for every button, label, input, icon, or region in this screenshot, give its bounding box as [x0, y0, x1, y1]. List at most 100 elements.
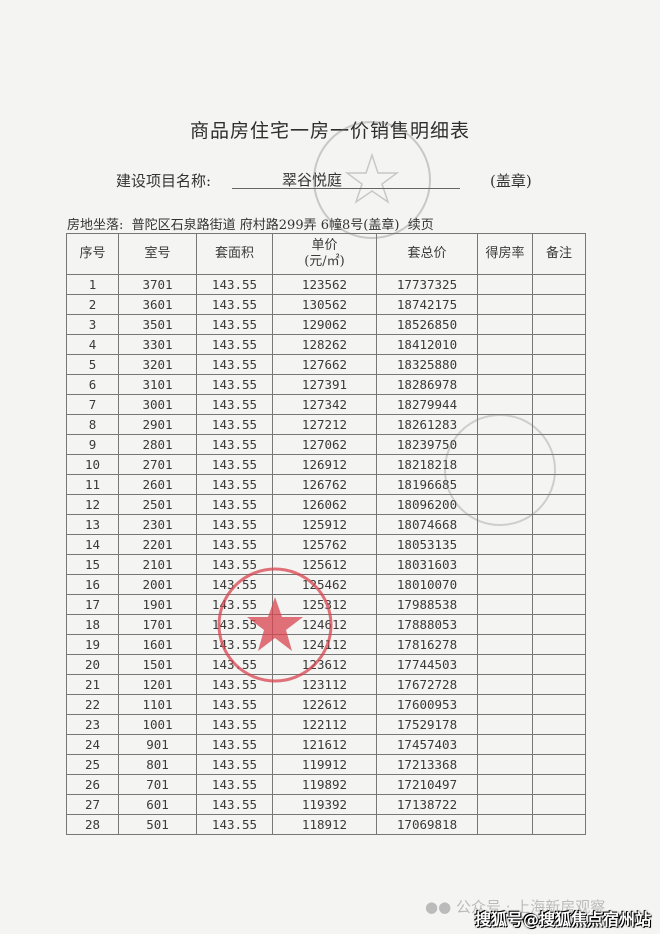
cell-index: 1 [66, 274, 119, 295]
cell-room: 2201 [118, 534, 197, 555]
cell-remarks [532, 314, 586, 335]
table-row: 13 2301 143.55 125912 18074668 [66, 514, 586, 535]
project-seal-note: (盖章) [490, 172, 532, 190]
cell-room: 2601 [118, 474, 197, 495]
cell-index: 27 [66, 794, 119, 815]
cell-efficiency [477, 574, 533, 595]
cell-index: 23 [66, 714, 119, 735]
cell-index: 22 [66, 694, 119, 715]
cell-efficiency [477, 494, 533, 515]
cell-unit-price: 126762 [272, 474, 377, 495]
cell-total-price: 17744503 [376, 654, 478, 675]
cell-area: 143.55 [196, 714, 273, 735]
cell-remarks [532, 774, 586, 795]
cell-unit-price: 125912 [272, 514, 377, 535]
cell-total-price: 17138722 [376, 794, 478, 815]
cell-area: 143.55 [196, 414, 273, 435]
cell-total-price: 17529178 [376, 714, 478, 735]
cell-room: 1601 [118, 634, 197, 655]
cell-unit-price: 125612 [272, 554, 377, 575]
cell-efficiency [477, 554, 533, 575]
cell-unit-price: 128262 [272, 334, 377, 355]
cell-total-price: 17737325 [376, 274, 478, 295]
cell-remarks [532, 474, 586, 495]
cell-area: 143.55 [196, 534, 273, 555]
cell-remarks [532, 574, 586, 595]
address-value: 普陀区石泉路街道 府村路299弄 6幢8号(盖章) [131, 218, 400, 233]
cell-unit-price: 122612 [272, 694, 377, 715]
col-header-efficiency: 得房率 [477, 233, 533, 275]
cell-area: 143.55 [196, 274, 273, 295]
cell-area: 143.55 [196, 814, 273, 835]
cell-room: 3601 [118, 294, 197, 315]
cell-index: 2 [66, 294, 119, 315]
cell-remarks [532, 814, 586, 835]
cell-total-price: 17213368 [376, 754, 478, 775]
cell-area: 143.55 [196, 354, 273, 375]
cell-efficiency [477, 714, 533, 735]
table-row: 19 1601 143.55 124112 17816278 [66, 634, 586, 655]
address-label: 房地坐落: [67, 218, 124, 233]
cell-remarks [532, 534, 586, 555]
cell-efficiency [477, 534, 533, 555]
table-row: 12 2501 143.55 126062 18096200 [66, 494, 586, 515]
cell-room: 501 [118, 814, 197, 835]
cell-remarks [532, 634, 586, 655]
cell-index: 18 [66, 614, 119, 635]
continued-page: 续页 [407, 218, 434, 233]
table-row: 11 2601 143.55 126762 18196685 [66, 474, 586, 495]
cell-index: 20 [66, 654, 119, 675]
table-row: 17 1901 143.55 125312 17988538 [66, 594, 586, 615]
unit-price-label: 单价 [311, 238, 338, 253]
table-row: 25 801 143.55 119912 17213368 [66, 754, 586, 775]
cell-room: 1501 [118, 654, 197, 675]
cell-index: 9 [66, 434, 119, 455]
cell-efficiency [477, 434, 533, 455]
cell-remarks [532, 434, 586, 455]
cell-efficiency [477, 414, 533, 435]
cell-remarks [532, 514, 586, 535]
cell-total-price: 18286978 [376, 374, 478, 395]
cell-area: 143.55 [196, 314, 273, 335]
cell-area: 143.55 [196, 454, 273, 475]
cell-area: 143.55 [196, 294, 273, 315]
cell-unit-price: 129062 [272, 314, 377, 335]
cell-area: 143.55 [196, 734, 273, 755]
cell-room: 3101 [118, 374, 197, 395]
cell-area: 143.55 [196, 794, 273, 815]
cell-unit-price: 121612 [272, 734, 377, 755]
cell-unit-price: 126062 [272, 494, 377, 515]
cell-room: 3701 [118, 274, 197, 295]
cell-unit-price: 126912 [272, 454, 377, 475]
cell-total-price: 18412010 [376, 334, 478, 355]
table-row: 6 3101 143.55 127391 18286978 [66, 374, 586, 395]
cell-room: 3501 [118, 314, 197, 335]
cell-index: 25 [66, 754, 119, 775]
cell-unit-price: 130562 [272, 294, 377, 315]
cell-efficiency [477, 594, 533, 615]
cell-index: 21 [66, 674, 119, 695]
table-row: 4 3301 143.55 128262 18412010 [66, 334, 586, 355]
cell-room: 1001 [118, 714, 197, 735]
cell-remarks [532, 394, 586, 415]
project-name-underline [232, 188, 460, 189]
cell-area: 143.55 [196, 494, 273, 515]
cell-room: 2301 [118, 514, 197, 535]
cell-total-price: 18031603 [376, 554, 478, 575]
cell-remarks [532, 454, 586, 475]
cell-room: 1201 [118, 674, 197, 695]
cell-total-price: 18053135 [376, 534, 478, 555]
cell-total-price: 18325880 [376, 354, 478, 375]
cell-efficiency [477, 454, 533, 475]
cell-unit-price: 125312 [272, 594, 377, 615]
table-row: 22 1101 143.55 122612 17600953 [66, 694, 586, 715]
cell-unit-price: 124112 [272, 634, 377, 655]
cell-unit-price: 124612 [272, 614, 377, 635]
cell-area: 143.55 [196, 474, 273, 495]
wechat-icon: ●● [425, 898, 452, 916]
cell-unit-price: 125462 [272, 574, 377, 595]
table-row: 5 3201 143.55 127662 18325880 [66, 354, 586, 375]
cell-efficiency [477, 274, 533, 295]
col-header-area: 套面积 [196, 233, 273, 275]
cell-remarks [532, 294, 586, 315]
